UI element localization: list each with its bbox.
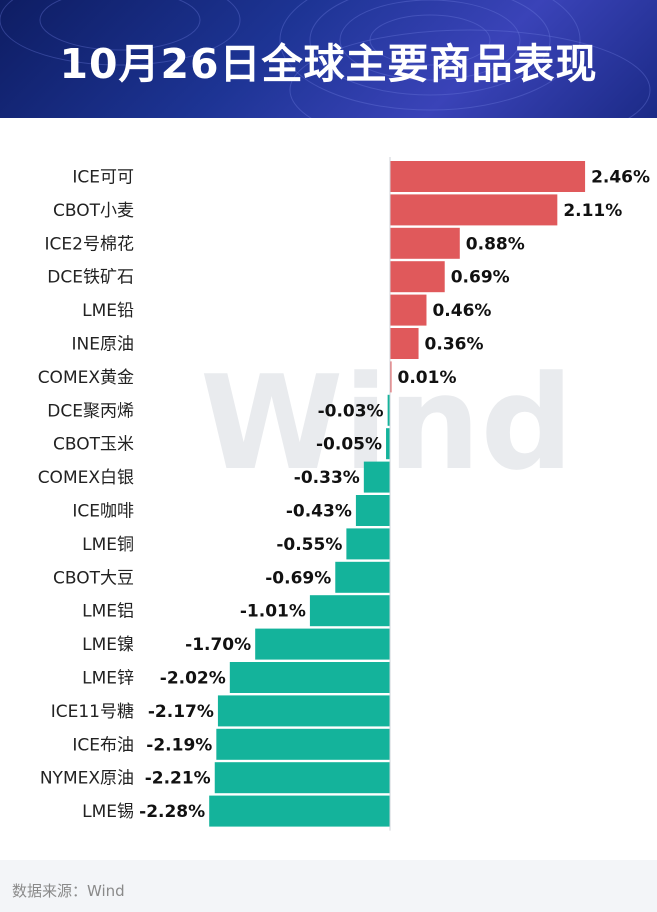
category-label: CBOT小麦 — [53, 201, 134, 221]
category-label: ICE可可 — [72, 168, 134, 188]
value-label: -1.01% — [240, 602, 306, 622]
category-label: LME铝 — [82, 602, 134, 622]
category-label: LME镍 — [82, 635, 134, 655]
bar-9 — [386, 428, 390, 460]
value-label: -2.19% — [146, 735, 212, 755]
category-label: LME锌 — [82, 669, 134, 689]
bar-16 — [229, 662, 390, 693]
bar-10 — [363, 461, 390, 493]
bar-18 — [216, 728, 390, 760]
category-label: COMEX白银 — [38, 468, 134, 488]
source-note: 数据来源：Wind — [12, 882, 125, 900]
value-label: -1.70% — [185, 635, 251, 655]
value-label: -2.28% — [139, 802, 205, 822]
bar-13 — [335, 561, 390, 593]
value-label: -2.21% — [145, 769, 211, 789]
bar-11 — [355, 495, 390, 526]
bar-20 — [209, 795, 390, 827]
category-label: CBOT玉米 — [53, 435, 134, 455]
value-label: 0.01% — [398, 368, 457, 388]
value-label: -0.03% — [318, 401, 384, 421]
value-label: 0.69% — [451, 268, 510, 288]
value-label: 2.11% — [563, 201, 622, 221]
value-label: 0.88% — [466, 234, 525, 254]
bar-2 — [390, 194, 558, 226]
bar-12 — [346, 528, 390, 560]
value-label: 0.36% — [425, 335, 484, 355]
value-label: 0.46% — [432, 301, 491, 321]
bar-14 — [309, 595, 390, 627]
value-label: -2.02% — [160, 669, 226, 689]
value-label: -0.33% — [294, 468, 360, 488]
bar-4 — [390, 261, 445, 293]
value-label: -0.55% — [276, 535, 342, 555]
category-label: INE原油 — [72, 335, 134, 355]
category-label: COMEX黄金 — [38, 368, 134, 388]
bar-7 — [390, 361, 392, 393]
bar-5 — [390, 294, 427, 326]
value-label: -2.17% — [148, 702, 214, 722]
category-label: LME铜 — [82, 535, 134, 555]
category-label: ICE2号棉花 — [45, 234, 134, 254]
category-label: LME铅 — [82, 301, 134, 321]
category-label: NYMEX原油 — [40, 769, 134, 789]
category-label: LME锡 — [82, 802, 134, 822]
category-label: DCE聚丙烯 — [47, 401, 134, 421]
value-label: -0.05% — [316, 435, 382, 455]
bar-6 — [390, 328, 419, 359]
value-label: -0.43% — [286, 502, 352, 522]
bar-1 — [390, 161, 586, 192]
topographic-pattern — [0, 0, 651, 118]
bar-19 — [214, 762, 390, 794]
title-banner: 10月26日全球主要商品表现 — [0, 0, 657, 118]
bar-8 — [387, 394, 390, 426]
bar-17 — [217, 695, 390, 727]
bar-15 — [255, 628, 390, 660]
bar-chart: Wind ICE可可 2.46%CBOT小麦 2.11%ICE2号棉花 0.88%DC… — [38, 157, 650, 831]
category-label: ICE布油 — [72, 735, 134, 755]
value-label: 2.46% — [591, 168, 650, 188]
category-label: ICE11号糖 — [51, 702, 134, 722]
category-label: DCE铁矿石 — [47, 268, 134, 288]
category-label: ICE咖啡 — [72, 502, 134, 522]
bar-3 — [390, 227, 460, 259]
page-title: 10月26日全球主要商品表现 — [59, 40, 598, 88]
value-label: -0.69% — [265, 568, 331, 588]
category-label: CBOT大豆 — [53, 568, 134, 588]
